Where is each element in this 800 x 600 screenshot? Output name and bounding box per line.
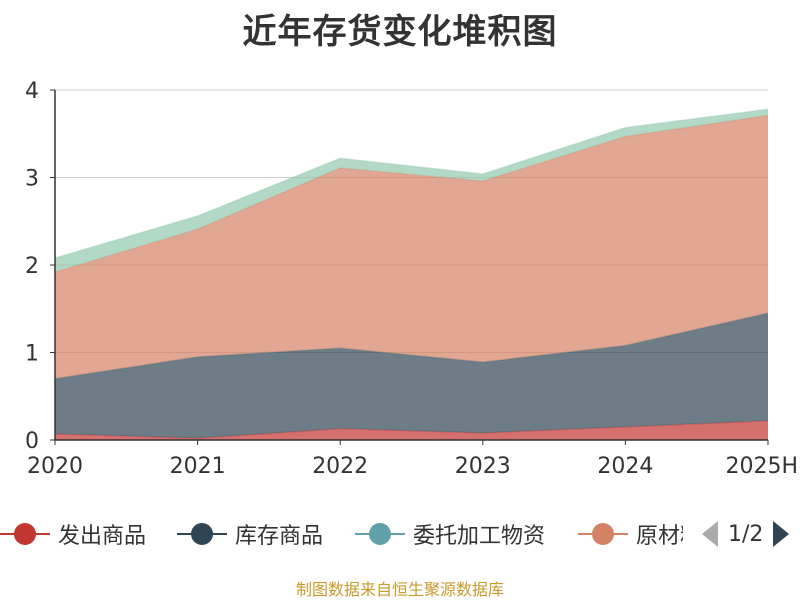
legend-item[interactable]: 库存商品 [177,515,323,553]
x-tick-label: 2024 [597,454,653,479]
axes [50,89,769,445]
y-tick-label: 3 [25,167,39,192]
y-tick-label: 4 [25,79,39,104]
legend-item[interactable]: 委托加工物资 [355,515,545,553]
legend-label: 委托加工物资 [413,524,546,549]
area-series [54,108,769,440]
chart-title: 近年存货变化堆积图 [242,12,558,52]
x-tick-label: 2020 [27,454,83,479]
legend-item[interactable]: 原材料 [578,515,683,553]
data-source-note: 制图数据来自恒生聚源数据库 [295,580,504,599]
x-tick-label: 2021 [170,454,226,479]
y-tick-label: 1 [25,342,39,367]
legend-item[interactable]: 发出商品 [0,515,146,553]
legend-prev-icon[interactable] [700,519,720,549]
legend-label: 发出商品 [58,524,147,549]
area-库存商品 [55,313,768,439]
legend-pager: 1/2 [700,515,791,553]
legend-label: 库存商品 [235,524,324,549]
legend-items: 发出商品库存商品委托加工物资原材料在产品 [0,515,683,553]
legend-label: 原材料 [636,524,683,549]
x-tick-labels: 2020 2021 2022 2023 2024 2025H [27,454,798,479]
legend-marker-icon [0,523,50,545]
x-tick-label: 2025H [725,454,798,479]
legend-marker-icon [355,523,405,545]
legend-marker-icon [177,523,227,545]
area-发出商品 [55,420,768,440]
y-tick-label: 2 [25,254,39,279]
x-tick-label: 2022 [312,454,368,479]
area-在产品 [55,109,768,272]
stacked-area-chart: 0 1 2 3 4 2020 2021 2022 2023 2024 2025H [25,79,798,479]
x-tick-label: 2023 [455,454,511,479]
y-tick-labels: 0 1 2 3 4 [25,79,39,454]
line-在产品 [54,108,769,259]
legend: 发出商品库存商品委托加工物资原材料在产品 1/2 [0,515,800,553]
legend-marker-icon [578,523,628,545]
legend-next-icon[interactable] [771,519,791,549]
y-tick-label: 0 [25,429,39,454]
legend-page-indicator: 1/2 [728,521,764,547]
area-原材料 [55,115,768,379]
